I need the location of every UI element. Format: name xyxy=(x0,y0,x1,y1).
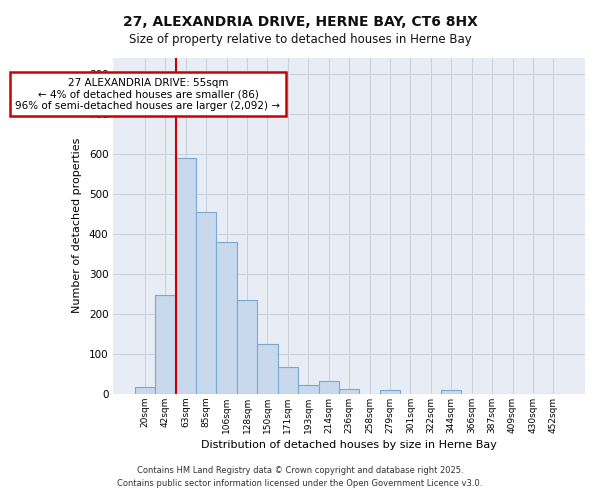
Bar xyxy=(155,294,176,394)
Bar xyxy=(257,344,278,394)
Bar xyxy=(339,389,359,394)
Bar xyxy=(176,158,196,394)
Text: 27 ALEXANDRIA DRIVE: 55sqm
← 4% of detached houses are smaller (86)
96% of semi-: 27 ALEXANDRIA DRIVE: 55sqm ← 4% of detac… xyxy=(16,78,280,110)
Bar xyxy=(380,390,400,394)
Bar xyxy=(237,300,257,394)
Bar xyxy=(298,385,319,394)
Bar xyxy=(319,381,339,394)
X-axis label: Distribution of detached houses by size in Herne Bay: Distribution of detached houses by size … xyxy=(201,440,497,450)
Bar xyxy=(278,367,298,394)
Text: 27, ALEXANDRIA DRIVE, HERNE BAY, CT6 8HX: 27, ALEXANDRIA DRIVE, HERNE BAY, CT6 8HX xyxy=(122,15,478,29)
Bar xyxy=(135,386,155,394)
Y-axis label: Number of detached properties: Number of detached properties xyxy=(72,138,82,314)
Bar xyxy=(196,212,217,394)
Text: Size of property relative to detached houses in Herne Bay: Size of property relative to detached ho… xyxy=(128,32,472,46)
Bar xyxy=(217,242,237,394)
Bar xyxy=(441,390,461,394)
Text: Contains HM Land Registry data © Crown copyright and database right 2025.
Contai: Contains HM Land Registry data © Crown c… xyxy=(118,466,482,487)
